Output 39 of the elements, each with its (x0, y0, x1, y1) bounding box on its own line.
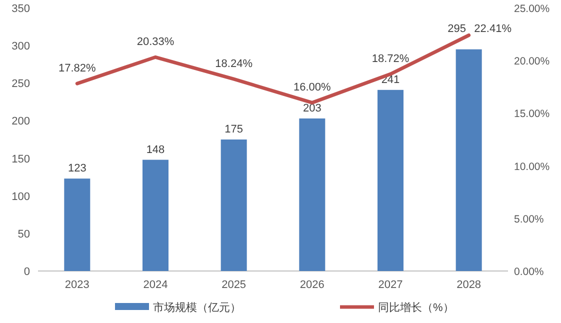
bar (142, 160, 168, 271)
y-tick-label: 350 (12, 3, 30, 15)
data-label: 22.41% (474, 23, 512, 35)
x-tick-label: 2026 (300, 279, 324, 291)
data-label: 203 (302, 102, 322, 114)
y2-tick-label: 25.00% (514, 3, 550, 15)
data-label: 18.24% (215, 58, 253, 70)
data-label: 175 (224, 124, 244, 136)
bar (64, 178, 90, 271)
data-label: 18.72% (372, 53, 410, 66)
y-tick-label: 150 (12, 153, 30, 166)
bar (456, 49, 482, 271)
x-tick-label: 2025 (222, 279, 246, 291)
y-tick-label: 50 (18, 228, 30, 240)
data-label: 295 (448, 23, 466, 35)
legend-label: 市场规模（亿元） (153, 301, 241, 314)
legend-label: 同比增长（%） (378, 301, 454, 314)
y-tick-label: 0 (24, 266, 30, 278)
y2-tick-label: 20.00% (514, 56, 550, 68)
y2-tick-label: 5.00% (514, 213, 544, 226)
data-label: 16.00% (294, 82, 332, 94)
y-tick-label: 250 (12, 78, 30, 90)
x-tick-label: 2024 (143, 279, 168, 291)
bar (220, 140, 247, 271)
bar (378, 90, 404, 271)
data-label: 17.82% (58, 62, 96, 75)
data-label: 20.33% (136, 36, 174, 48)
y2-tick-label: 0.00% (514, 266, 544, 278)
data-label: 123 (68, 162, 86, 175)
x-tick-label: 2028 (456, 279, 482, 291)
y2-tick-label: 15.00% (514, 108, 550, 120)
bar (299, 118, 326, 271)
y-tick-label: 100 (12, 190, 30, 203)
y-tick-label: 300 (12, 40, 30, 53)
data-label: 148 (146, 144, 165, 156)
y-tick-label: 200 (12, 116, 30, 128)
x-tick-label: 2027 (378, 279, 403, 291)
y2-tick-label: 10.00% (514, 160, 550, 173)
x-tick-label: 2023 (64, 279, 90, 291)
